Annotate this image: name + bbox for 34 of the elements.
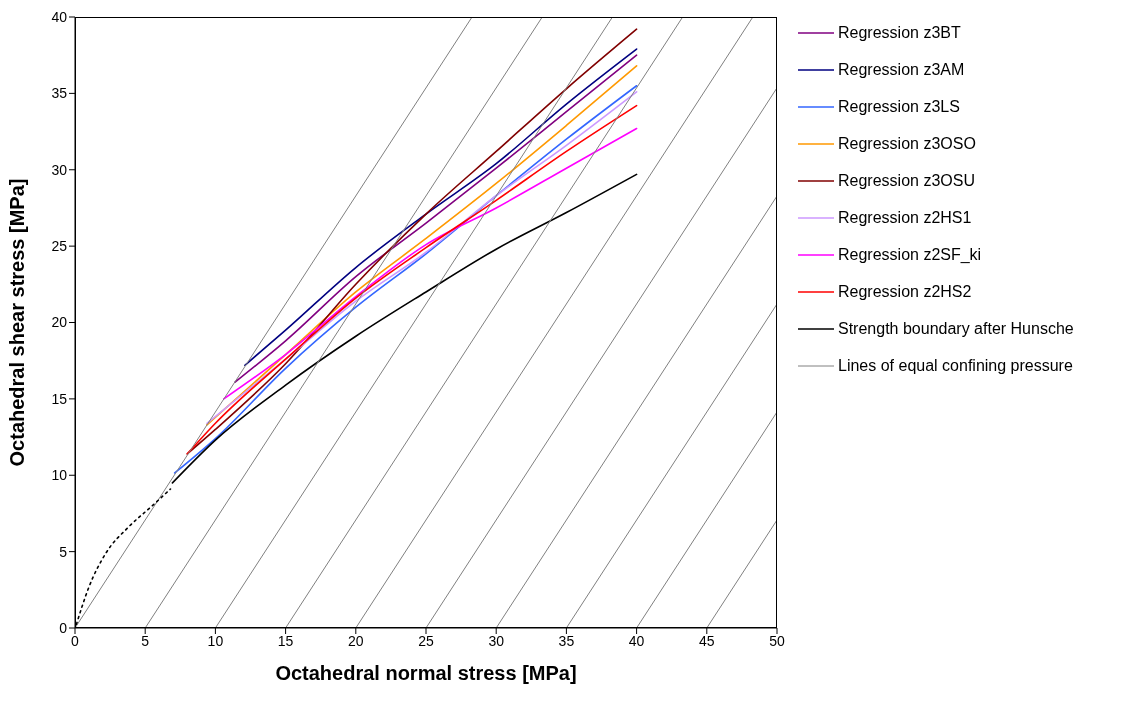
x-tick-label: 10 <box>207 632 224 649</box>
y-tick-label: 25 <box>51 238 68 255</box>
legend-label: Regression z3AM <box>838 60 965 79</box>
legend-label: Regression z3OSO <box>838 134 976 153</box>
y-tick-label: 0 <box>59 619 68 636</box>
y-tick-label: 20 <box>51 314 68 331</box>
legend-label: Regression z2HS1 <box>838 208 972 227</box>
legend-label: Regression z2HS2 <box>838 282 972 301</box>
x-tick-label: 40 <box>628 632 645 649</box>
x-tick-label: 35 <box>558 632 575 649</box>
legend-label: Regression z2SF_ki <box>838 245 982 264</box>
legend-label: Regression z3OSU <box>838 171 975 190</box>
x-tick-label: 30 <box>488 632 505 649</box>
x-tick-label: 20 <box>348 632 364 649</box>
line-series <box>171 173 638 484</box>
y-tick-label: 5 <box>59 543 68 560</box>
y-tick-label: 30 <box>51 161 68 178</box>
y-tick-label: 40 <box>51 8 68 25</box>
y-axis-title: Octahedral shear stress [MPa] <box>6 178 29 467</box>
x-tick-label: 5 <box>141 632 150 649</box>
line-series <box>223 127 638 400</box>
legend-label: Regression z3BT <box>838 23 961 42</box>
x-tick-label: 45 <box>699 632 715 649</box>
x-axis-title: Octahedral normal stress [MPa] <box>275 662 577 684</box>
legend-label: Regression z3LS <box>838 97 960 116</box>
y-tick-label: 10 <box>51 467 68 484</box>
y-tick-label: 15 <box>51 390 68 407</box>
x-tick-label: 50 <box>769 632 785 649</box>
legend-label: Strength boundary after Hunsche <box>838 319 1074 338</box>
x-tick-label: 0 <box>71 632 80 649</box>
legend-label: Lines of equal confining pressure <box>838 356 1073 375</box>
x-tick-label: 15 <box>277 632 294 649</box>
y-tick-label: 35 <box>51 85 68 102</box>
x-tick-label: 25 <box>418 632 434 649</box>
